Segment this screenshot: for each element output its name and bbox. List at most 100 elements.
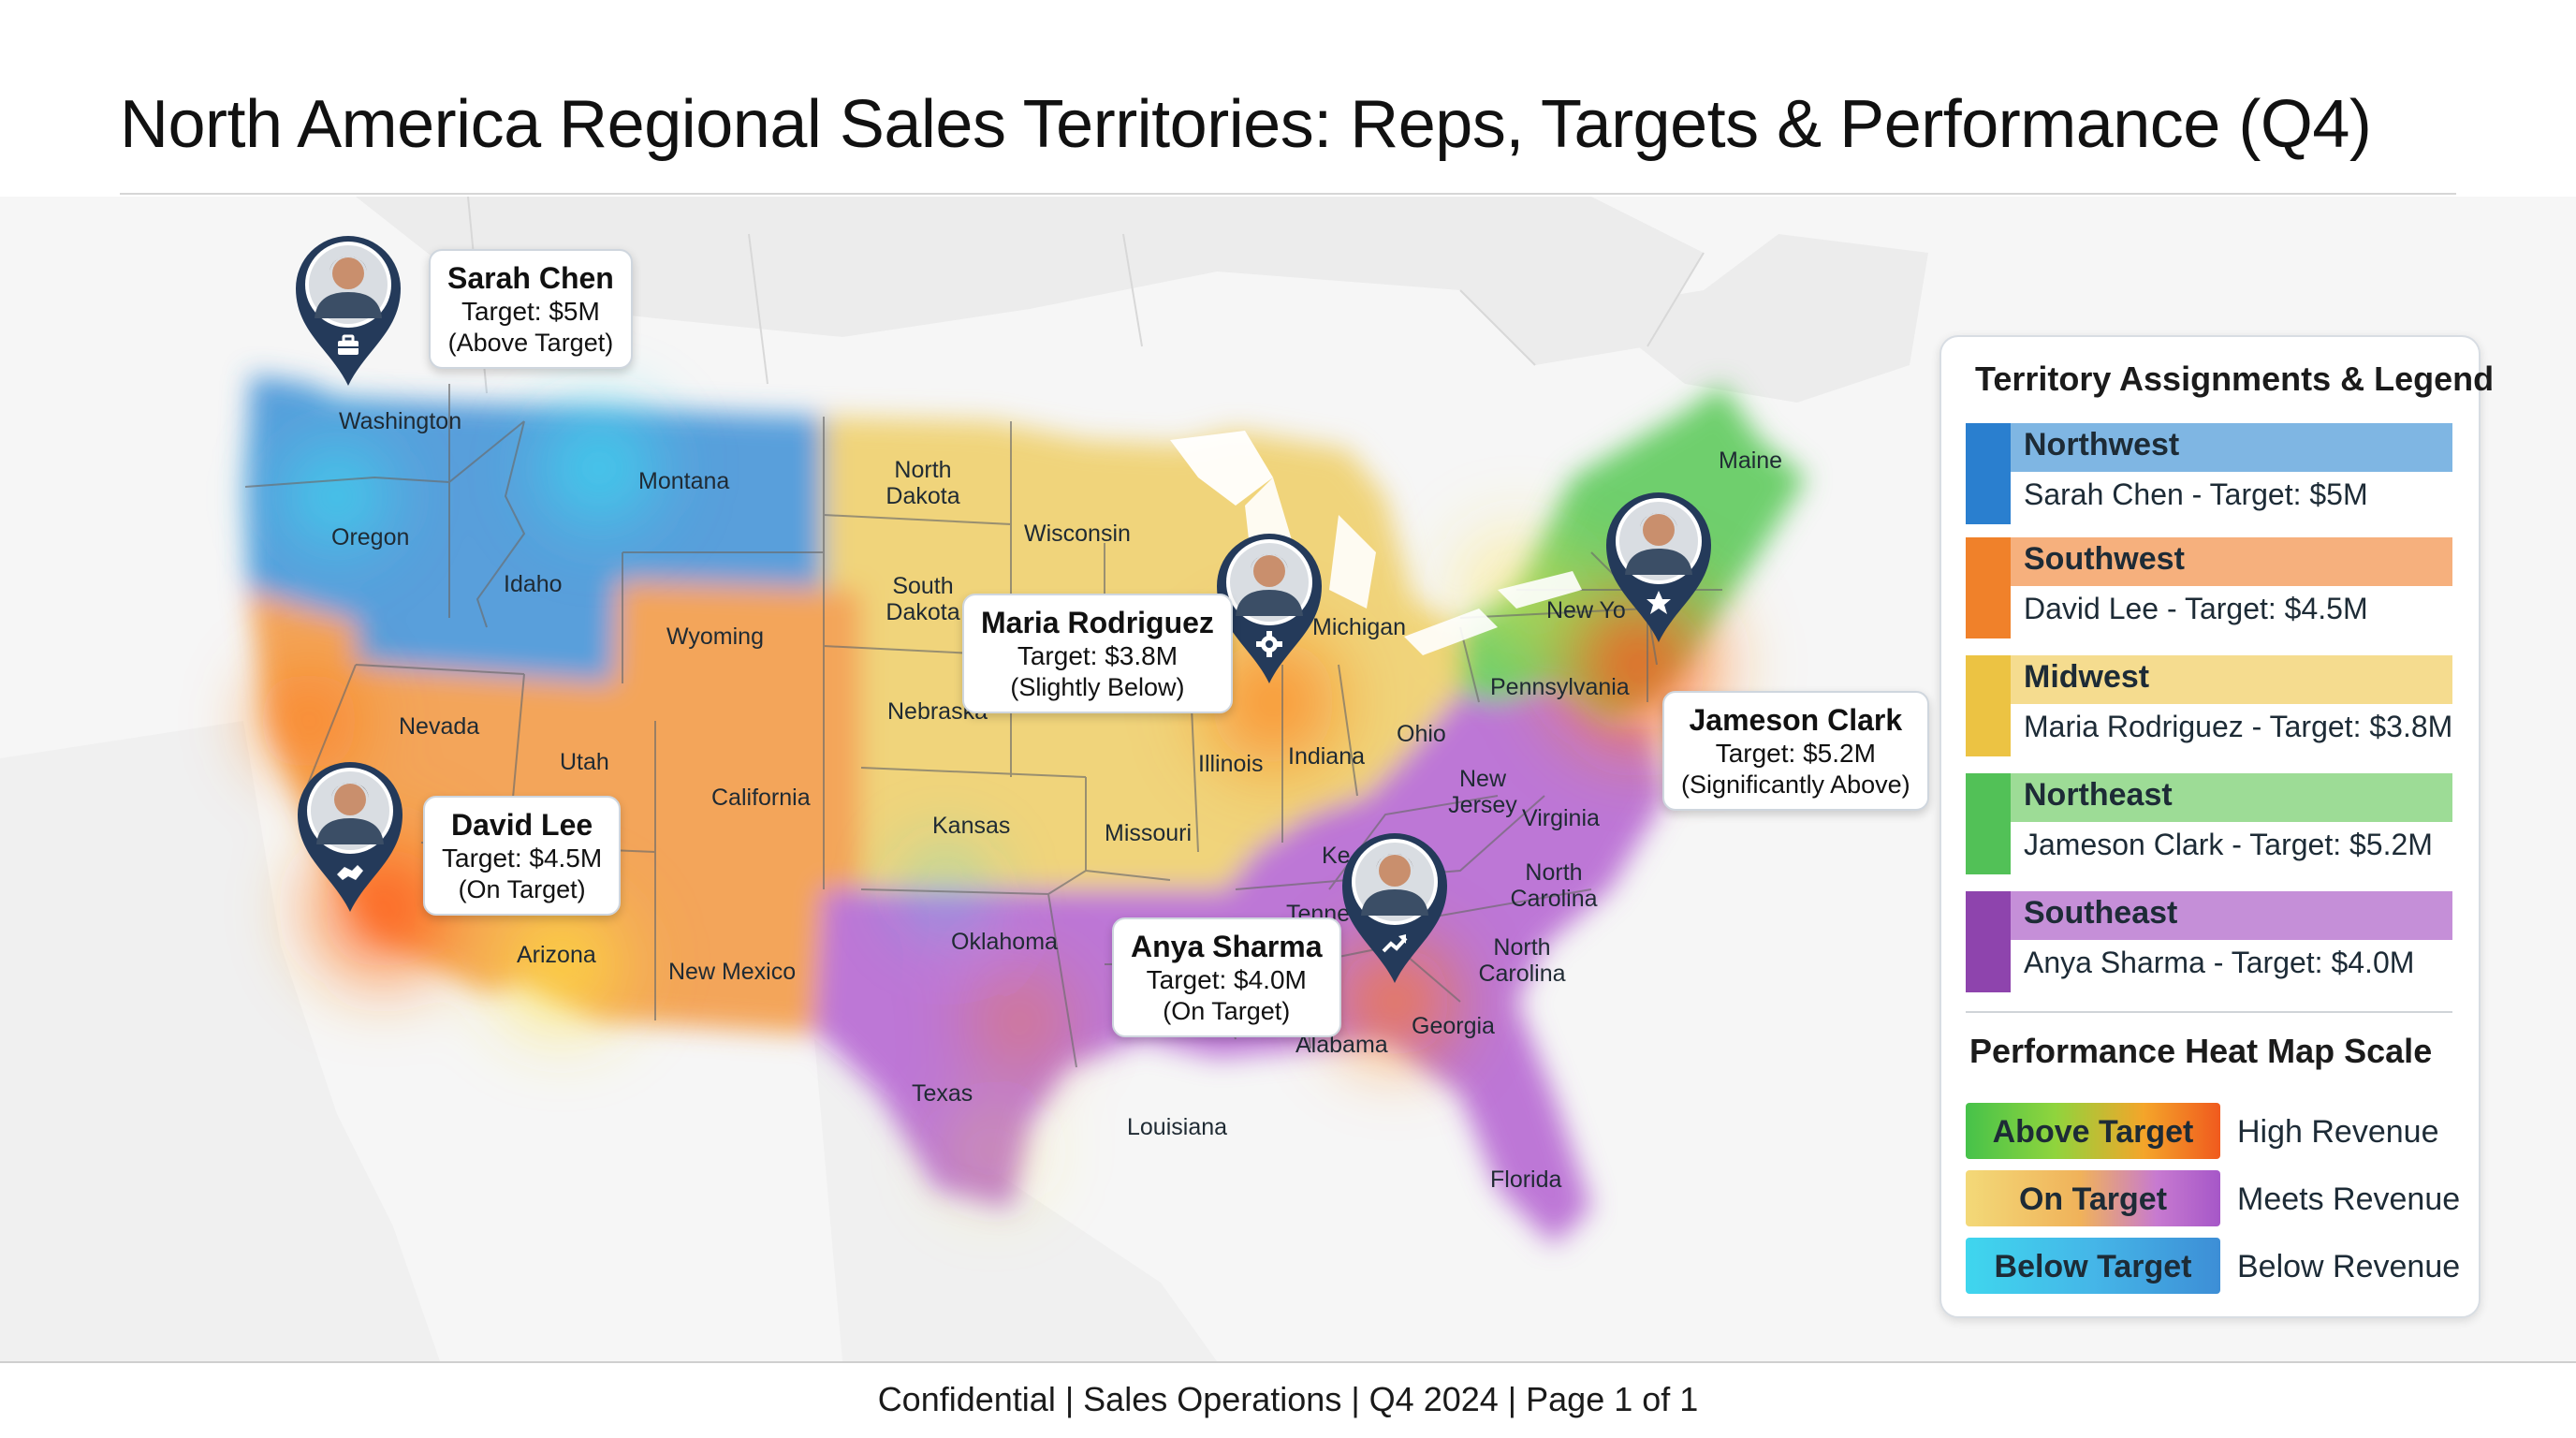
label-new-jersey: New Jersey — [1448, 766, 1517, 818]
legend-region-northeast: Northeast Jameson Clark - Target: $5.2M — [1966, 773, 2452, 874]
legend-title: Territory Assignments & Legend — [1975, 360, 2495, 398]
scale-below-target: Below Target Below Revenue — [1966, 1238, 2471, 1294]
region-rep: Anya Sharma - Target: $4.0M — [2024, 946, 2415, 979]
rep-pin-anya-sharma[interactable] — [1335, 826, 1455, 985]
rep-name: David Lee — [451, 808, 593, 842]
label-missouri: Missouri — [1105, 820, 1192, 846]
label-louisiana: Louisiana — [1127, 1114, 1227, 1140]
region-rep: Jameson Clark - Target: $5.2M — [2024, 828, 2433, 861]
callout-maria-rodriguez: Maria Rodriguez Target: $3.8M (Slightly … — [962, 594, 1233, 713]
region-name: Northeast — [2024, 777, 2173, 813]
page-footer: Confidential | Sales Operations | Q4 202… — [877, 1380, 1699, 1418]
scale-desc: Below Revenue — [2237, 1249, 2461, 1284]
scale-label: On Target — [2018, 1181, 2168, 1217]
region-name: Southwest — [2024, 541, 2185, 577]
handshake-icon — [337, 865, 363, 880]
rep-target: Target: $5.2M — [1715, 739, 1876, 768]
title-divider — [120, 193, 2456, 195]
scale-on-target: On Target Meets Revenue — [1966, 1170, 2471, 1226]
rep-name: Maria Rodriguez — [981, 606, 1214, 639]
briefcase-icon — [338, 334, 359, 355]
label-kentucky: Ke — [1322, 843, 1351, 869]
avatar — [1236, 554, 1303, 616]
label-south-dakota-1: South — [892, 573, 953, 599]
rep-target: Target: $3.8M — [1017, 641, 1178, 670]
legend-divider — [1966, 1011, 2452, 1013]
scale-label: Below Target — [1994, 1249, 2192, 1284]
label-arizona: Arizona — [517, 942, 596, 968]
region-color-bar — [1966, 773, 2011, 874]
scale-desc: Meets Revenue — [2237, 1181, 2461, 1217]
label-new-mexico: New Mexico — [668, 959, 796, 985]
label-indiana: Indiana — [1288, 743, 1365, 770]
avatar — [316, 783, 384, 844]
rep-name: Jameson Clark — [1689, 703, 1903, 737]
label-north-carolina-south: North Carolina — [1478, 934, 1565, 987]
trend-up-icon — [1382, 934, 1408, 953]
rep-pin-jameson-clark[interactable] — [1599, 485, 1719, 644]
scale-title: Performance Heat Map Scale — [1969, 1032, 2433, 1070]
label-nevada: Nevada — [399, 713, 479, 740]
label-utah: Utah — [560, 749, 609, 775]
rep-name: Sarah Chen — [447, 261, 614, 295]
region-color-bar — [1966, 891, 2011, 992]
label-north-carolina-1b: Carolina — [1510, 886, 1597, 912]
rep-pin-maria-rodriguez[interactable] — [1209, 526, 1329, 685]
region-header — [2011, 537, 2452, 586]
label-washington: Washington — [339, 408, 461, 434]
scale-swatch: Above Target — [1966, 1103, 2220, 1159]
label-pennsylvania: Pennsylvania — [1490, 674, 1630, 700]
scale-above-target: Above Target High Revenue — [1966, 1103, 2471, 1159]
label-oklahoma: Oklahoma — [951, 929, 1058, 955]
region-color-bar — [1966, 655, 2011, 756]
label-wisconsin: Wisconsin — [1024, 521, 1131, 547]
region-name: Midwest — [2024, 659, 2150, 695]
region-name: Southeast — [2024, 895, 2178, 931]
callout-sarah-chen: Sarah Chen Target: $5M (Above Target) — [429, 249, 633, 369]
label-south-dakota: South Dakota — [886, 573, 959, 625]
label-kansas: Kansas — [932, 813, 1010, 839]
legend-region-midwest: Midwest Maria Rodriguez - Target: $3.8M — [1966, 655, 2452, 756]
label-north-dakota-2: Dakota — [886, 483, 959, 509]
region-rep: Maria Rodriguez - Target: $3.8M — [2024, 710, 2453, 743]
label-idaho: Idaho — [504, 571, 563, 597]
region-rep: Sarah Chen - Target: $5M — [2024, 477, 2368, 511]
label-north-carolina-2a: North — [1493, 934, 1550, 961]
region-rep: David Lee - Target: $4.5M — [2024, 592, 2368, 625]
footer-divider — [0, 1361, 2576, 1363]
label-michigan: Michigan — [1312, 614, 1406, 640]
callout-david-lee: David Lee Target: $4.5M (On Target) — [423, 796, 622, 916]
avatar — [315, 257, 382, 318]
rep-status: (On Target) — [458, 875, 586, 903]
label-california: California — [711, 785, 811, 811]
label-north-carolina: North Carolina — [1510, 859, 1597, 912]
star-icon — [1647, 591, 1671, 614]
state-labels: Washington Oregon Idaho Montana Wyoming … — [331, 408, 1782, 1193]
region-color-bar — [1966, 537, 2011, 638]
label-montana: Montana — [638, 468, 729, 494]
label-new-jersey-1: New — [1459, 766, 1507, 792]
label-wyoming: Wyoming — [666, 624, 764, 650]
label-oregon: Oregon — [331, 524, 409, 550]
label-new-jersey-2: Jersey — [1448, 792, 1517, 818]
rep-status: (Above Target) — [447, 329, 614, 357]
callout-anya-sharma: Anya Sharma Target: $4.0M (On Target) — [1112, 917, 1341, 1037]
label-north-dakota-1: North — [894, 457, 951, 483]
region-header — [2011, 655, 2452, 704]
rep-target: Target: $5M — [461, 297, 600, 326]
region-color-bar — [1966, 423, 2011, 524]
region-name: Northwest — [2024, 427, 2180, 462]
callout-jameson-clark: Jameson Clark Target: $5.2M (Significant… — [1662, 691, 1929, 811]
avatar — [1625, 513, 1692, 575]
rep-pin-david-lee[interactable] — [290, 755, 410, 914]
rep-target: Target: $4.0M — [1146, 965, 1307, 994]
label-virginia: Virginia — [1522, 805, 1600, 831]
scale-label: Above Target — [1992, 1114, 2194, 1150]
rep-status: (Significantly Above) — [1681, 770, 1910, 799]
label-north-carolina-1a: North — [1525, 859, 1582, 886]
rep-pin-sarah-chen[interactable] — [288, 228, 408, 388]
region-header — [2011, 891, 2452, 940]
label-new-york: New Yo — [1546, 597, 1626, 624]
legend-region-southeast: Southeast Anya Sharma - Target: $4.0M — [1966, 891, 2452, 992]
label-north-dakota: North Dakota — [886, 457, 959, 509]
